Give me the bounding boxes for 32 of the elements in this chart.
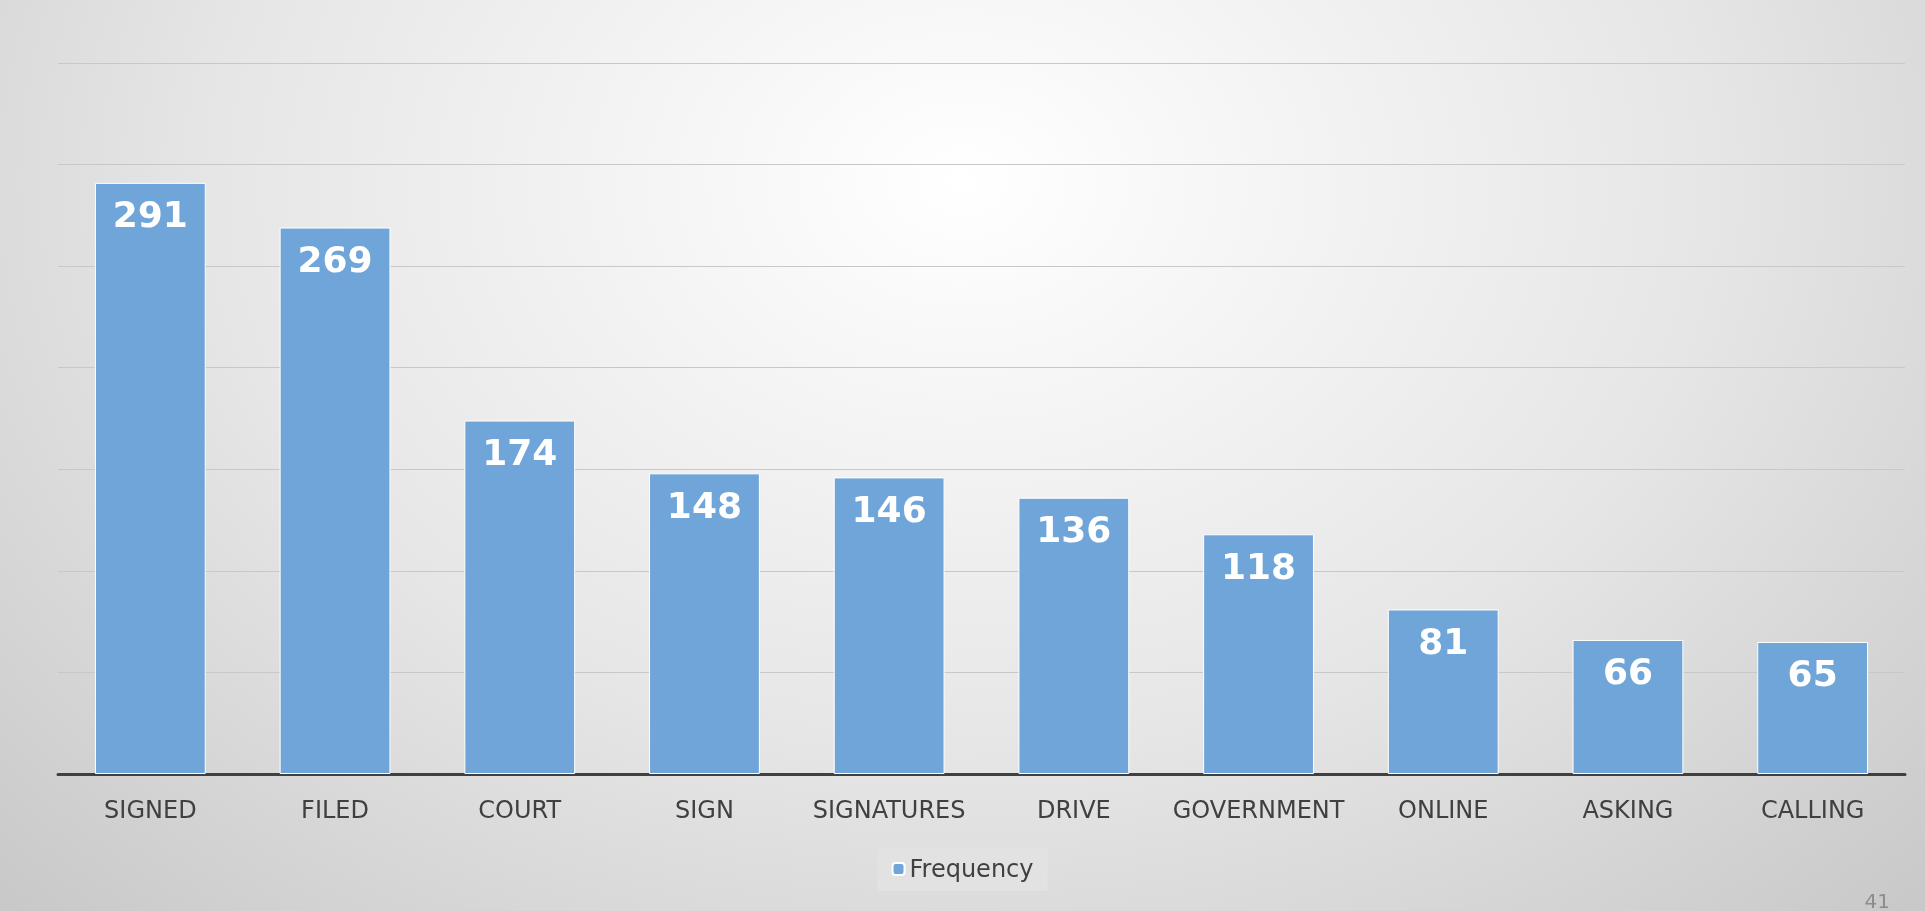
x-tick-label: FILED: [301, 796, 369, 824]
bar: [833, 477, 945, 774]
data-label: 66: [1602, 651, 1653, 693]
x-tick-label: ONLINE: [1398, 796, 1489, 824]
data-label: 136: [1036, 509, 1112, 551]
data-label: 81: [1418, 620, 1469, 662]
bar: [279, 227, 391, 774]
bar: [649, 473, 760, 774]
x-tick-label: SIGNED: [104, 796, 197, 824]
x-tick-label: COURT: [478, 796, 562, 824]
bar: [1572, 639, 1684, 774]
bar: [464, 420, 576, 774]
data-label: 269: [297, 239, 373, 281]
data-label: 148: [666, 484, 743, 526]
x-tick-label: CALLING: [1760, 796, 1865, 824]
data-label: 291: [112, 194, 188, 236]
data-label: 174: [482, 432, 558, 474]
data-label: 65: [1787, 653, 1838, 695]
bar: [1387, 609, 1499, 774]
x-tick-label: DRIVE: [1036, 796, 1111, 824]
text: 41: [1864, 889, 1890, 911]
bar: [1018, 497, 1130, 774]
x-tick-label: GOVERNMENT: [1172, 796, 1345, 824]
bar: [1757, 641, 1869, 774]
data-label: 146: [851, 488, 927, 530]
bar: [1203, 534, 1314, 774]
legend-label: Frequency: [909, 855, 1034, 883]
bar: [94, 182, 206, 774]
data-label: 118: [1220, 545, 1297, 587]
x-tick-label: SIGN: [675, 796, 734, 824]
x-tick-label: SIGNATURES: [812, 796, 966, 824]
x-tick-label: ASKING: [1582, 796, 1674, 824]
